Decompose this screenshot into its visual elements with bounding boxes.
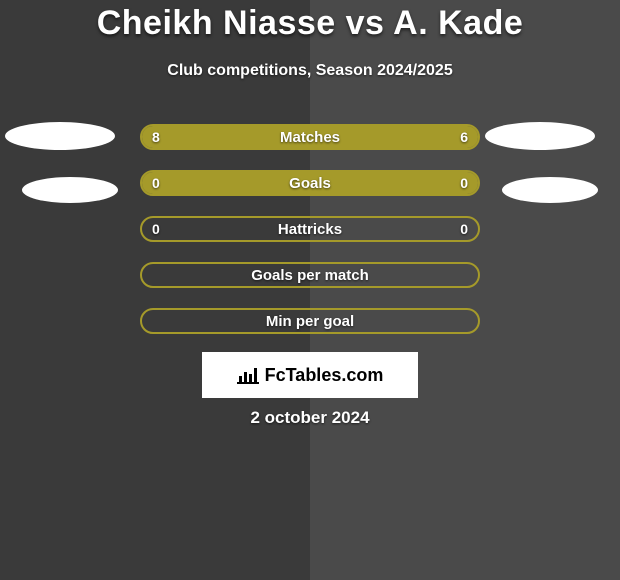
source-logo-box: FcTables.com xyxy=(202,352,418,398)
club-badge-oval xyxy=(22,177,118,203)
snapshot-date: 2 october 2024 xyxy=(0,408,620,428)
source-logo-text: FcTables.com xyxy=(265,365,384,386)
stat-bar: Min per goal xyxy=(140,308,480,334)
stat-bar-value-left: 8 xyxy=(142,126,170,148)
stat-bar: Goals0 0 xyxy=(140,170,480,196)
bar-chart-icon xyxy=(237,366,259,384)
comparison-card: Cheikh Niasse vs A. Kade Club competitio… xyxy=(0,0,620,580)
vs-text: vs xyxy=(346,4,385,42)
page-title: Cheikh Niasse vs A. Kade xyxy=(0,4,620,43)
subtitle: Club competitions, Season 2024/2025 xyxy=(0,62,620,80)
stat-bar: Hattricks0 0 xyxy=(140,216,480,242)
club-badge-oval xyxy=(5,122,115,150)
stat-bar-label: Hattricks xyxy=(142,218,478,240)
club-badge-oval xyxy=(502,177,598,203)
stat-bar-value-right: 0 xyxy=(450,172,478,194)
stat-bar: Matches8 6 xyxy=(140,124,480,150)
stat-bar-label: Goals per match xyxy=(142,264,478,286)
stat-bar-label: Matches xyxy=(142,126,478,148)
stat-bar-value-right: 0 xyxy=(450,218,478,240)
stat-bar-label: Goals xyxy=(142,172,478,194)
comparison-bars: Matches86Goals00Hattricks00Goals per mat… xyxy=(140,124,480,354)
stat-bar-label: Min per goal xyxy=(142,310,478,332)
stat-bar-value-left: 0 xyxy=(142,172,170,194)
stat-bar-value-right: 6 xyxy=(450,126,478,148)
player-left-name: Cheikh Niasse xyxy=(97,4,336,42)
club-badge-oval xyxy=(485,122,595,150)
player-right-name: A. Kade xyxy=(393,4,523,42)
stat-bar: Goals per match xyxy=(140,262,480,288)
stat-bar-value-left: 0 xyxy=(142,218,170,240)
